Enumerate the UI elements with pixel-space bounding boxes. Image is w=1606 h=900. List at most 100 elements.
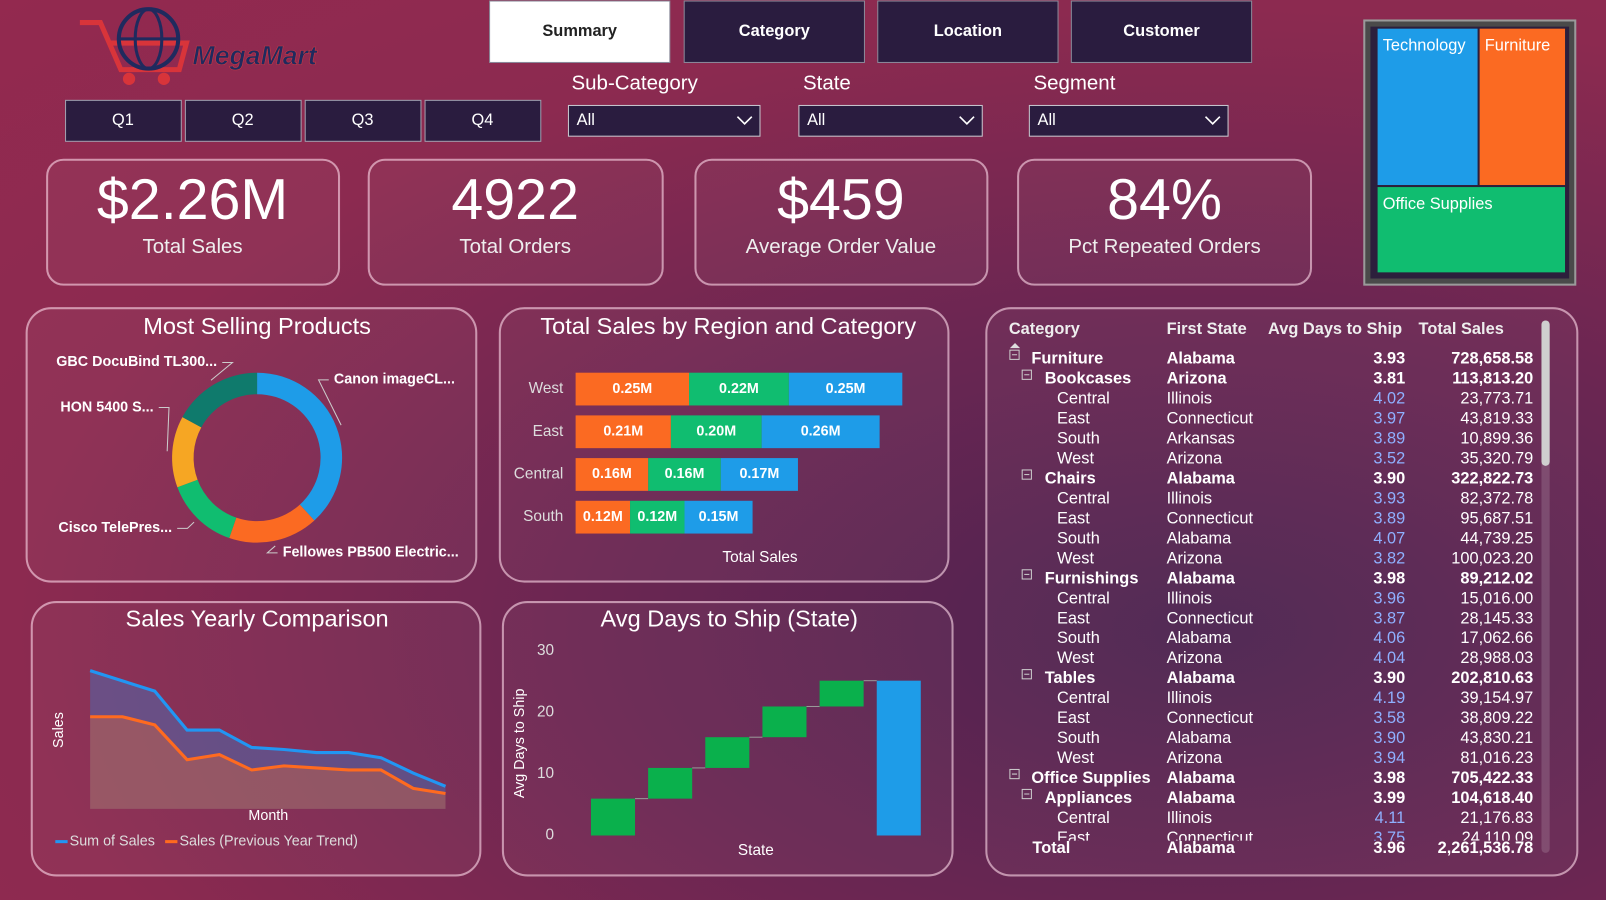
tab[interactable] bbox=[683, 0, 865, 63]
dropdown[interactable] bbox=[1028, 104, 1229, 137]
tab[interactable] bbox=[489, 0, 671, 63]
dropdown-value: All bbox=[577, 111, 595, 129]
bar bbox=[720, 458, 798, 491]
tab-label: Location bbox=[934, 22, 1002, 40]
expand-icon[interactable] bbox=[1021, 788, 1032, 800]
table-cell: Connecticut bbox=[1167, 509, 1254, 527]
table-cell: 3.75 bbox=[1373, 829, 1405, 847]
table-cell: 3.90 bbox=[1373, 669, 1405, 687]
table-cell: 3.94 bbox=[1373, 749, 1405, 767]
table-cell: 3.98 bbox=[1373, 569, 1405, 587]
table-cell: South bbox=[1057, 629, 1100, 647]
kpi-value: 84% bbox=[1107, 168, 1222, 232]
slice-label: Canon imageCL... bbox=[334, 372, 455, 388]
table-cell: 3.58 bbox=[1373, 709, 1405, 727]
dropdown[interactable] bbox=[798, 104, 983, 137]
tab[interactable] bbox=[1070, 0, 1253, 63]
y-tick-label: 10 bbox=[537, 765, 554, 782]
donut-slice bbox=[177, 479, 237, 538]
table-cell: Central bbox=[1057, 489, 1110, 507]
bar-value-label: 0.16M bbox=[665, 466, 705, 482]
table-cell: 3.81 bbox=[1373, 370, 1405, 388]
quarter-button[interactable] bbox=[184, 99, 302, 142]
tab-label: Customer bbox=[1123, 22, 1200, 40]
leader-line bbox=[265, 545, 278, 554]
area-fill bbox=[90, 716, 446, 809]
table-cell: 3.93 bbox=[1373, 489, 1405, 507]
quarter-label: Q3 bbox=[352, 111, 374, 129]
table-cell: Illinois bbox=[1167, 489, 1213, 507]
bar bbox=[788, 372, 903, 406]
treemap-label: Technology bbox=[1383, 36, 1467, 54]
table-cell: Chairs bbox=[1045, 470, 1096, 488]
table-cell: West bbox=[1057, 549, 1094, 567]
table-cell: 4.04 bbox=[1373, 649, 1405, 667]
waterfall-bar bbox=[762, 706, 807, 738]
waterfall-bar bbox=[819, 680, 864, 707]
table-cell: Central bbox=[1057, 689, 1110, 707]
table-cell: 3.82 bbox=[1373, 549, 1405, 567]
bar bbox=[575, 415, 671, 449]
table-cell: 10,899.36 bbox=[1460, 430, 1533, 448]
table-cell: Alabama bbox=[1167, 729, 1233, 747]
table-cell: Alabama bbox=[1167, 789, 1236, 807]
kpi-card bbox=[694, 158, 989, 286]
waterfall-bar bbox=[648, 767, 693, 799]
table-cell: Alabama bbox=[1167, 350, 1236, 368]
bar-value-label: 0.25M bbox=[612, 381, 652, 397]
table-cell: East bbox=[1057, 609, 1090, 627]
expand-icon[interactable] bbox=[1021, 569, 1032, 580]
table-cell: South bbox=[1057, 430, 1100, 448]
expand-icon[interactable] bbox=[1021, 469, 1032, 480]
table-cell: 89,212.02 bbox=[1460, 569, 1533, 587]
table-cell: 100,023.20 bbox=[1451, 549, 1533, 567]
expand-icon[interactable] bbox=[1009, 349, 1020, 360]
kpi-value: 4922 bbox=[451, 168, 579, 232]
expand-icon[interactable] bbox=[1009, 768, 1020, 780]
dropdown-value: All bbox=[1038, 111, 1056, 129]
dropdown[interactable] bbox=[567, 104, 761, 137]
table-cell: Illinois bbox=[1167, 589, 1213, 607]
kpi-value: $459 bbox=[777, 168, 905, 232]
table-cell: 17,062.66 bbox=[1460, 629, 1533, 647]
table-cell: 43,830.21 bbox=[1460, 729, 1533, 747]
dropdown-chevron bbox=[959, 116, 975, 126]
expand-icon[interactable] bbox=[1021, 669, 1032, 680]
table-header: Category bbox=[1009, 320, 1081, 338]
table-cell: Central bbox=[1057, 809, 1110, 827]
table-cell: 322,822.73 bbox=[1451, 470, 1533, 488]
donut-slice bbox=[172, 417, 202, 488]
table-cell: Furniture bbox=[1031, 350, 1103, 368]
chart-title: Sales Yearly Comparison bbox=[126, 606, 389, 632]
table-cell: South bbox=[1057, 729, 1100, 747]
quarter-button[interactable] bbox=[304, 99, 422, 142]
treemap-tile bbox=[1479, 28, 1566, 186]
table-cell: East bbox=[1057, 509, 1090, 527]
legend-label: Sum of Sales bbox=[70, 833, 155, 849]
table-cell: 3.52 bbox=[1373, 450, 1405, 468]
quarter-button[interactable] bbox=[65, 99, 182, 142]
table-cell: Illinois bbox=[1167, 390, 1213, 408]
treemap-tile bbox=[1377, 187, 1566, 273]
y-tick-label: Central bbox=[514, 466, 564, 483]
table-cell: West bbox=[1057, 749, 1094, 767]
table-total: Alabama bbox=[1167, 839, 1236, 857]
scrollbar-thumb[interactable] bbox=[1541, 320, 1550, 466]
table-cell: 728,658.58 bbox=[1451, 350, 1533, 368]
expand-icon[interactable] bbox=[1021, 369, 1032, 380]
dropdown-chevron bbox=[736, 116, 753, 126]
table-cell: 81,016.23 bbox=[1460, 749, 1533, 767]
bar bbox=[630, 500, 685, 534]
bar-value-label: 0.22M bbox=[719, 381, 759, 397]
slice-label: GBC DocuBind TL300... bbox=[56, 354, 217, 370]
quarter-label: Q1 bbox=[112, 111, 134, 129]
table-cell: East bbox=[1057, 709, 1090, 727]
bar-value-label: 0.15M bbox=[699, 509, 739, 525]
table-cell: Alabama bbox=[1167, 529, 1233, 547]
line bbox=[89, 669, 447, 788]
tab[interactable] bbox=[877, 0, 1059, 63]
quarter-label: Q4 bbox=[471, 111, 493, 129]
waterfall-bar bbox=[590, 798, 636, 836]
quarter-button[interactable] bbox=[424, 99, 542, 142]
kpi-label: Pct Repeated Orders bbox=[1068, 235, 1260, 258]
